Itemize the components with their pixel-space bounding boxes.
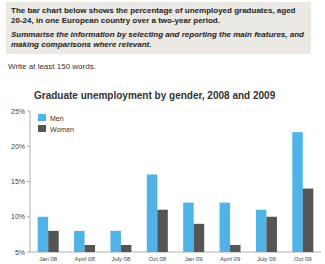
annotation: Summarise the information by selecting a… — [11, 30, 306, 50]
y-tick — [27, 216, 30, 217]
chart: Graduate unemployment by gender, 2008 an… — [0, 0, 325, 264]
x-tick-label: Oct 08 — [148, 256, 166, 262]
y-tick — [27, 146, 30, 147]
bar — [194, 224, 205, 252]
y-tick-label: 20% — [11, 143, 25, 150]
x-tick-label: July 08 — [111, 256, 131, 262]
prompt-box: The bar chart below shows the percentage… — [6, 2, 311, 54]
bar — [85, 245, 96, 252]
title: Graduate unemployment by gender, 2008 an… — [34, 90, 276, 101]
x-tick-label: Oct 09 — [294, 256, 312, 262]
y-tick-label: 10% — [11, 213, 25, 220]
bar — [256, 210, 267, 252]
y-axis — [30, 111, 31, 252]
x-tick-label: Jan 08 — [39, 256, 58, 262]
bar — [110, 231, 121, 252]
legend-swatch — [38, 125, 46, 132]
y-tick — [27, 111, 30, 112]
bar — [74, 231, 85, 252]
bar — [230, 245, 241, 252]
y-tick-label: 5% — [15, 249, 25, 256]
instruction: Write at least 150 words. — [8, 62, 96, 71]
x-axis — [30, 252, 321, 253]
annotation: The bar chart below shows the percentage… — [11, 6, 306, 26]
bar — [157, 210, 168, 252]
bar — [220, 203, 231, 252]
bar — [303, 189, 314, 252]
bar — [121, 245, 132, 252]
legend-swatch — [38, 114, 46, 121]
bar — [147, 174, 158, 252]
bar — [292, 132, 303, 252]
x-tick-label: July 09 — [257, 256, 277, 262]
bar — [266, 217, 277, 252]
annotation: Write at least 150 words. — [8, 62, 96, 71]
bar — [38, 217, 49, 252]
y-tick — [27, 181, 30, 182]
x-tick-label: April 09 — [220, 256, 241, 262]
bar — [48, 231, 59, 252]
x-tick-label: Jan 09 — [185, 256, 204, 262]
x-tick-label: April 08 — [74, 256, 95, 262]
legend-label: Men — [50, 115, 64, 122]
y-tick — [27, 252, 30, 253]
bar — [183, 203, 194, 252]
bars — [38, 132, 314, 252]
legend-label: Women — [50, 126, 74, 133]
y-tick-label: 15% — [11, 178, 25, 185]
y-tick-label: 25% — [11, 108, 25, 115]
